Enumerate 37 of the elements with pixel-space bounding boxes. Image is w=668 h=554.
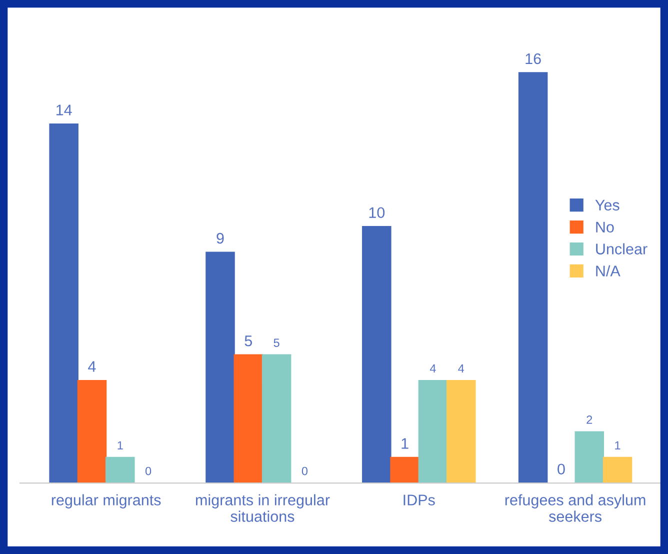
legend-label: N/A — [596, 265, 620, 276]
bar — [234, 354, 264, 484]
data-label: 14 — [56, 104, 72, 116]
bar — [418, 380, 448, 484]
x-tick-label: refugees and asylum seekers — [505, 494, 646, 522]
data-label: 0 — [302, 466, 308, 476]
data-label: 0 — [558, 464, 565, 475]
bar — [574, 431, 604, 484]
data-label: 1 — [118, 441, 123, 450]
data-label: 10 — [369, 207, 385, 218]
data-label: 5 — [274, 338, 280, 347]
bar — [106, 456, 135, 484]
bar — [518, 72, 548, 484]
x-tick-label: IDPs — [404, 494, 435, 506]
legend-label: Unclear — [596, 243, 648, 254]
legend-label: No — [596, 222, 614, 232]
data-label: 16 — [526, 53, 541, 64]
data-label: 1 — [615, 441, 620, 450]
bar — [362, 226, 392, 484]
data-label: 1 — [402, 438, 408, 449]
x-tick-label: regular migrants — [52, 494, 161, 508]
data-label: 4 — [430, 364, 436, 372]
data-label: 9 — [216, 232, 224, 244]
data-label: 0 — [145, 466, 152, 476]
data-label: 4 — [88, 361, 96, 372]
x-tick-label: migrants in irregular situations — [196, 494, 330, 522]
bar — [390, 456, 420, 484]
legend-label: Yes — [595, 200, 620, 211]
bar — [206, 252, 235, 484]
bar — [77, 380, 107, 484]
bar — [602, 456, 632, 484]
bar — [262, 354, 292, 484]
bar — [49, 123, 78, 484]
bar — [446, 380, 476, 484]
data-label: 5 — [244, 336, 252, 346]
data-label: 2 — [586, 416, 592, 424]
data-label: 4 — [458, 364, 464, 372]
